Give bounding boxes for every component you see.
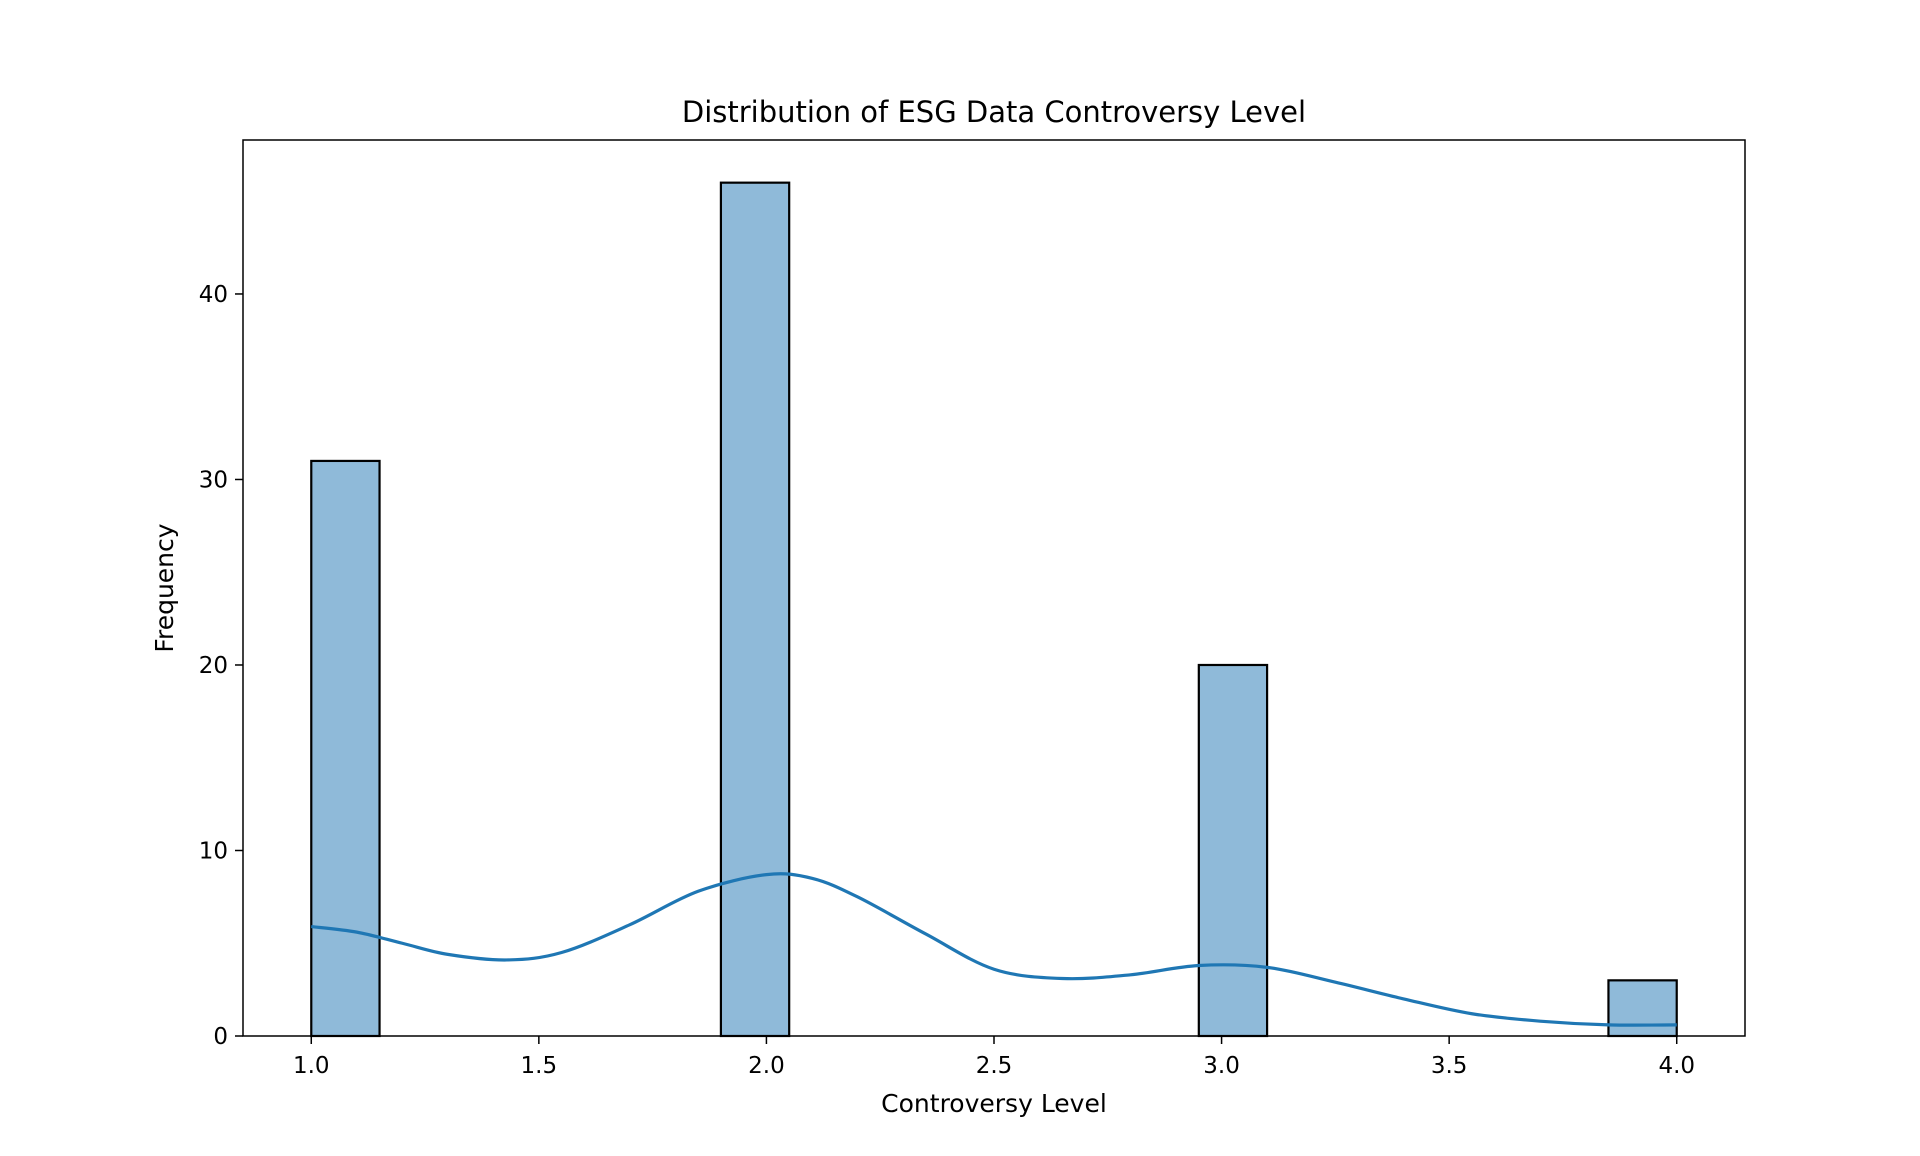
- histogram-bar: [310, 459, 381, 1038]
- x-tick-label: 2.0: [748, 1053, 785, 1079]
- histogram-bar: [1197, 663, 1269, 1038]
- x-tick-label: 3.0: [1203, 1053, 1240, 1079]
- x-tick-label: 4.0: [1658, 1053, 1695, 1079]
- kde-curve: [311, 872, 1677, 1027]
- y-tick-label: 40: [199, 282, 228, 308]
- x-tick-label: 3.5: [1431, 1053, 1468, 1079]
- x-axis-ticks: 1.0 1.5 2.0 2.5 3.0 3.5 4.0: [293, 1036, 1695, 1079]
- y-axis-ticks: 0 10 20 30 40: [199, 282, 243, 1050]
- y-tick-label: 30: [199, 467, 228, 493]
- x-axis-label: Controversy Level: [881, 1089, 1107, 1118]
- y-axis-label: Frequency: [150, 523, 179, 652]
- y-tick-label: 20: [199, 653, 228, 679]
- x-tick-label: 1.5: [521, 1053, 558, 1079]
- y-tick-label: 10: [199, 838, 228, 864]
- plot-area-frame: [242, 139, 1746, 1037]
- x-tick-label: 1.0: [293, 1053, 330, 1079]
- y-tick-label: 0: [213, 1024, 228, 1050]
- chart-title: Distribution of ESG Data Controversy Lev…: [682, 95, 1306, 129]
- x-tick-label: 2.5: [976, 1053, 1013, 1079]
- histogram-bar: [1607, 979, 1678, 1038]
- kde-layer: [311, 872, 1677, 1027]
- histogram-bar: [719, 181, 791, 1038]
- bars-layer: [310, 181, 1678, 1038]
